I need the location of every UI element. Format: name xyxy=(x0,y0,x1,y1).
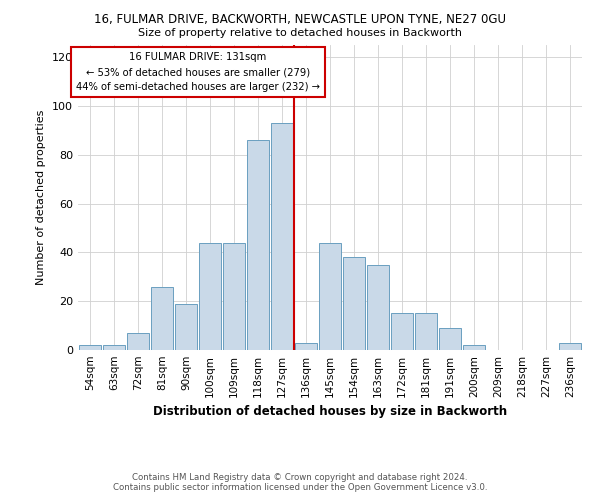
Y-axis label: Number of detached properties: Number of detached properties xyxy=(37,110,46,285)
Bar xyxy=(391,314,413,350)
Bar xyxy=(223,242,245,350)
Bar xyxy=(247,140,269,350)
X-axis label: Distribution of detached houses by size in Backworth: Distribution of detached houses by size … xyxy=(153,406,507,418)
Bar xyxy=(463,345,485,350)
Bar xyxy=(415,314,437,350)
Bar xyxy=(271,123,293,350)
Text: 16 FULMAR DRIVE: 131sqm
← 53% of detached houses are smaller (279)
44% of semi-d: 16 FULMAR DRIVE: 131sqm ← 53% of detache… xyxy=(76,52,320,92)
Bar xyxy=(103,345,125,350)
Bar xyxy=(151,286,173,350)
Bar xyxy=(559,342,581,350)
Bar xyxy=(319,242,341,350)
Bar xyxy=(295,342,317,350)
Text: 16, FULMAR DRIVE, BACKWORTH, NEWCASTLE UPON TYNE, NE27 0GU: 16, FULMAR DRIVE, BACKWORTH, NEWCASTLE U… xyxy=(94,12,506,26)
Bar xyxy=(175,304,197,350)
Bar xyxy=(79,345,101,350)
Bar xyxy=(343,258,365,350)
Text: Size of property relative to detached houses in Backworth: Size of property relative to detached ho… xyxy=(138,28,462,38)
Bar xyxy=(367,264,389,350)
Bar xyxy=(199,242,221,350)
Text: Contains HM Land Registry data © Crown copyright and database right 2024.
Contai: Contains HM Land Registry data © Crown c… xyxy=(113,473,487,492)
Bar xyxy=(439,328,461,350)
Bar xyxy=(127,333,149,350)
